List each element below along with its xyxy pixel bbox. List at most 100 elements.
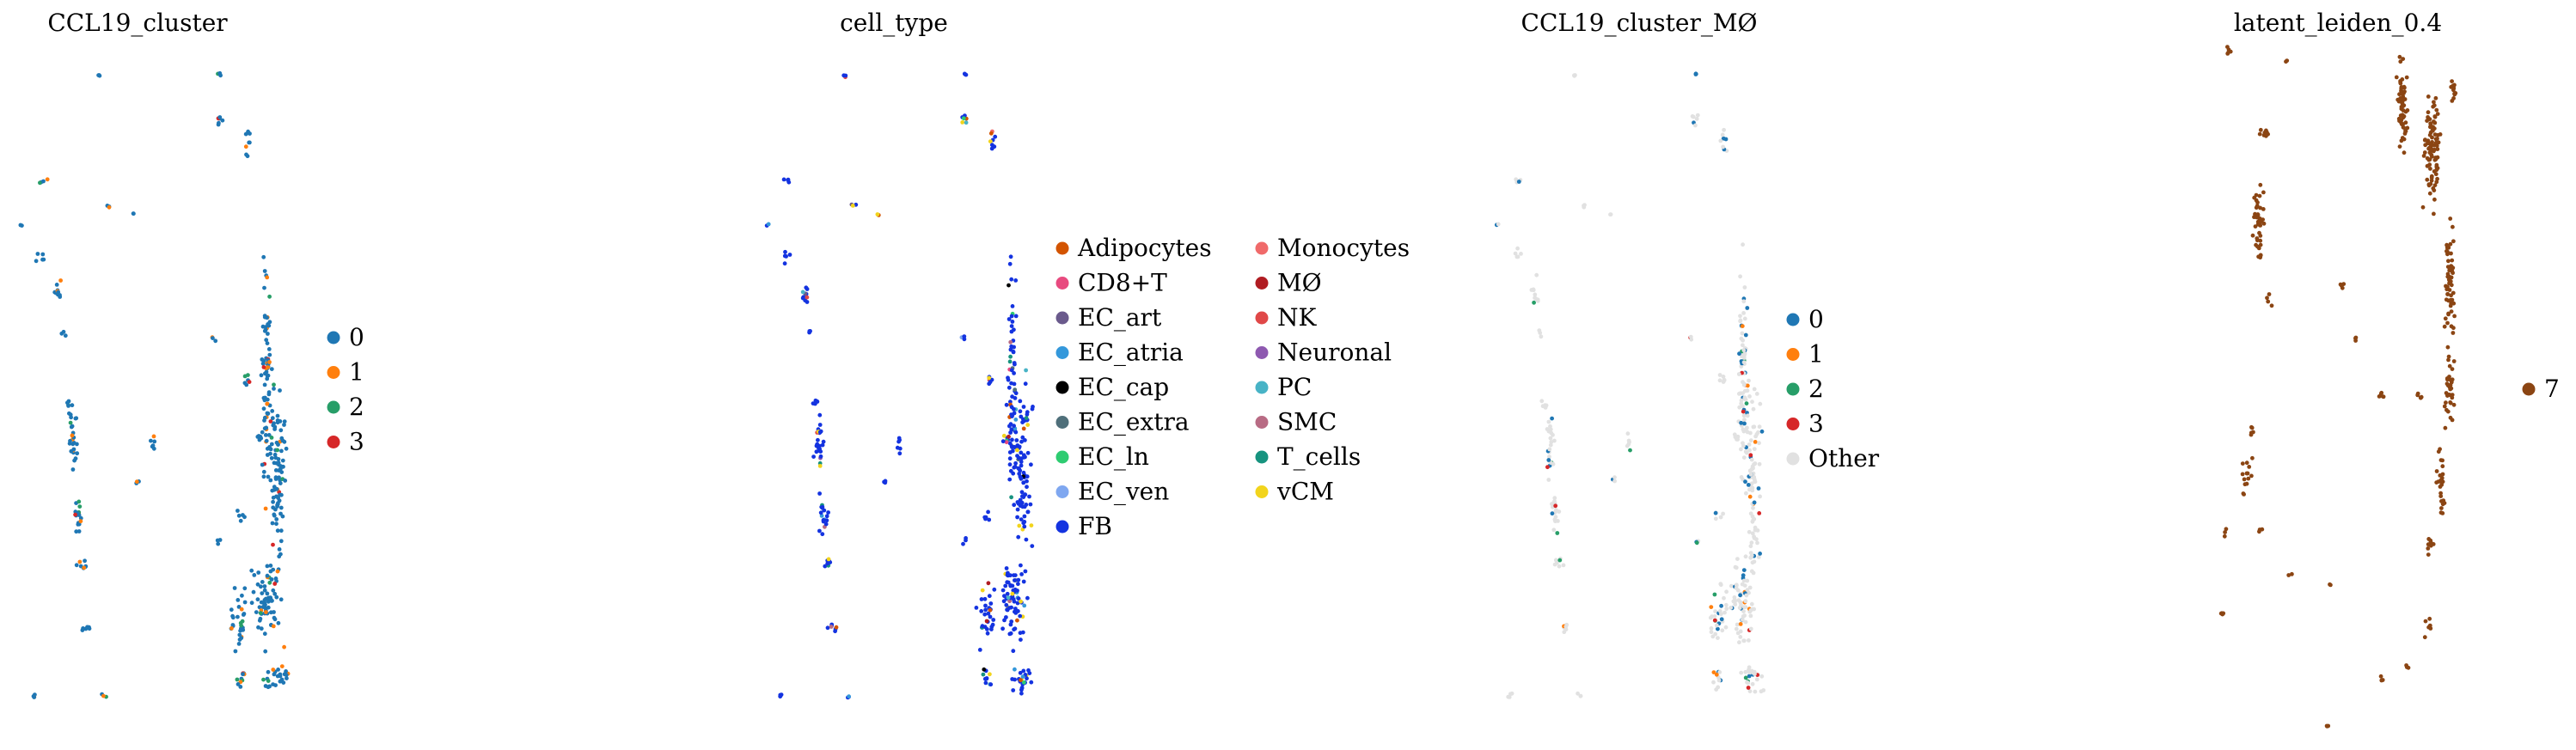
legend-marker <box>1255 241 1269 255</box>
scatter-point <box>2398 119 2403 123</box>
scatter-point <box>259 436 264 441</box>
panel-title: CCL19_cluster <box>47 9 228 37</box>
scatter-point <box>1750 670 1755 675</box>
scatter-point <box>251 589 256 595</box>
scatter-point <box>1753 461 1758 466</box>
scatter-points <box>18 70 291 699</box>
scatter-point <box>2448 415 2453 420</box>
scatter-point <box>1008 254 1013 259</box>
scatter-point <box>896 436 902 441</box>
scatter-point <box>281 680 286 685</box>
scatter-point <box>262 269 267 273</box>
scatter-point <box>2432 147 2437 152</box>
scatter-point <box>1025 595 1030 601</box>
scatter-point <box>262 631 267 637</box>
scatter-point <box>1000 439 1006 444</box>
scatter-point <box>2449 251 2453 256</box>
scatter-point <box>1021 579 1026 584</box>
scatter-point <box>152 439 157 444</box>
scatter-point <box>1551 527 1557 533</box>
legend-marker <box>1786 313 1800 326</box>
scatter-point <box>2434 162 2439 168</box>
scatter-point <box>265 315 269 320</box>
scatter-point <box>1025 412 1030 417</box>
scatter-point <box>260 462 265 467</box>
scatter-point <box>2427 117 2432 122</box>
scatter-point <box>1016 596 1021 601</box>
legend-label: EC_art <box>1078 303 1162 332</box>
scatter-point <box>1027 494 1031 499</box>
scatter-point <box>267 580 272 585</box>
scatter-point <box>895 445 900 450</box>
scatter-point <box>1722 127 1726 132</box>
scatter-point <box>1019 563 1023 568</box>
legend-label: Neuronal <box>1277 338 1392 367</box>
scatter-point <box>2266 299 2271 304</box>
scatter-point <box>1714 623 1719 628</box>
scatter-point <box>283 479 288 483</box>
scatter-point <box>1688 334 1693 339</box>
scatter-point <box>230 623 236 627</box>
scatter-point <box>266 392 272 397</box>
scatter-point <box>1745 425 1749 430</box>
scatter-point <box>1023 569 1028 574</box>
scatter-point <box>1009 605 1013 610</box>
scatter-point <box>2224 527 2229 532</box>
scatter-point <box>1741 429 1747 434</box>
scatter-point <box>277 554 282 559</box>
scatter-point <box>2400 113 2405 118</box>
scatter-point <box>2432 100 2436 105</box>
scatter-point <box>1747 442 1752 447</box>
scatter-point <box>271 668 276 672</box>
scatter-point <box>2244 481 2249 486</box>
scatter-point <box>20 223 24 228</box>
scatter-point <box>817 412 823 418</box>
scatter-point <box>2438 491 2444 496</box>
scatter-point <box>1745 588 1750 593</box>
scatter-point <box>1550 416 1554 421</box>
scatter-point <box>1743 554 1748 559</box>
scatter-point <box>78 515 83 521</box>
scatter-point <box>2428 167 2432 171</box>
scatter-point <box>2249 473 2254 479</box>
scatter-point <box>841 73 847 78</box>
scatter-point <box>2434 180 2439 185</box>
scatter-point <box>821 519 826 524</box>
scatter-point <box>1738 593 1742 598</box>
scatter-point <box>270 521 275 526</box>
scatter-point <box>1757 441 1761 446</box>
scatter-point <box>277 547 282 552</box>
scatter-point <box>2427 145 2432 150</box>
scatter-point <box>1747 448 1752 453</box>
scatter-point <box>243 144 248 149</box>
legend-label: FB <box>1078 512 1112 540</box>
scatter-point <box>2246 476 2251 481</box>
scatter-point <box>266 433 272 437</box>
scatter-point <box>1021 480 1026 485</box>
scatter-point <box>1007 434 1011 439</box>
scatter-point <box>2446 312 2451 317</box>
scatter-point <box>1011 597 1016 601</box>
scatter-point <box>1004 402 1009 407</box>
scatter-point <box>1742 285 1747 290</box>
scatter-point <box>41 179 46 184</box>
scatter-point <box>272 487 277 492</box>
scatter-point <box>1549 440 1554 444</box>
scatter-point <box>2427 616 2432 621</box>
scatter-point <box>2415 391 2420 396</box>
scatter-point <box>983 680 988 686</box>
legend-label: 0 <box>1808 305 1824 333</box>
scatter-point <box>242 600 248 605</box>
scatter-point <box>1608 212 1613 217</box>
scatter-point <box>2398 97 2403 102</box>
scatter-point <box>1743 449 1748 454</box>
scatter-point <box>1007 477 1013 482</box>
legend: 7 <box>2522 375 2560 403</box>
scatter-point <box>45 177 50 182</box>
scatter-point <box>1735 622 1740 627</box>
scatter-point <box>1019 463 1024 468</box>
scatter-point <box>1739 401 1744 406</box>
scatter-point <box>262 328 267 333</box>
scatter-point <box>1748 453 1753 458</box>
scatter-point <box>1025 479 1029 484</box>
